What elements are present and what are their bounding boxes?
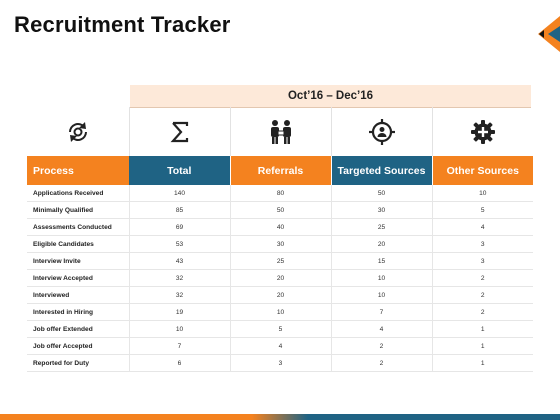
row-value: 3 bbox=[431, 235, 533, 253]
row-value: 1 bbox=[431, 354, 533, 372]
table-row: Job offer Accepted 7 4 2 1 bbox=[27, 337, 533, 355]
row-value: 30 bbox=[330, 201, 432, 219]
row-value: 3 bbox=[431, 252, 533, 270]
table-row: Interview Accepted 32 20 10 2 bbox=[27, 269, 533, 287]
row-label: Interviewed bbox=[27, 286, 129, 304]
row-label: Job offer Accepted bbox=[27, 337, 129, 355]
header-process: Process bbox=[27, 156, 129, 185]
row-label: Interested in Hiring bbox=[27, 303, 129, 321]
icon-row bbox=[27, 107, 533, 156]
row-value: 10 bbox=[229, 303, 331, 321]
row-label: Interview Accepted bbox=[27, 269, 129, 287]
row-label: Minimally Qualified bbox=[27, 201, 129, 219]
row-value: 10 bbox=[330, 269, 432, 287]
row-value: 19 bbox=[128, 303, 230, 321]
row-value: 4 bbox=[229, 337, 331, 355]
row-label: Eligible Candidates bbox=[27, 235, 129, 253]
corner-arrow-icon bbox=[538, 16, 560, 52]
row-value: 2 bbox=[431, 269, 533, 287]
row-value: 25 bbox=[229, 252, 331, 270]
table-row: Minimally Qualified 85 50 30 5 bbox=[27, 201, 533, 219]
header-row: Process Total Referrals Targeted Sources… bbox=[27, 156, 533, 185]
row-value: 2 bbox=[431, 286, 533, 304]
header-targeted-sources: Targeted Sources bbox=[330, 156, 432, 185]
total-icon-cell bbox=[128, 107, 230, 156]
row-value: 25 bbox=[330, 218, 432, 236]
refresh-gear-icon bbox=[68, 121, 87, 142]
row-label: Applications Received bbox=[27, 185, 129, 202]
row-value: 32 bbox=[128, 269, 230, 287]
process-icon-cell bbox=[27, 107, 129, 156]
referrals-icon-cell bbox=[229, 107, 331, 156]
row-value: 10 bbox=[330, 286, 432, 304]
table-row: Interviewed 32 20 10 2 bbox=[27, 286, 533, 304]
targeted-icon-cell bbox=[330, 107, 432, 156]
row-value: 69 bbox=[128, 218, 230, 236]
row-value: 53 bbox=[128, 235, 230, 253]
row-value: 5 bbox=[229, 320, 331, 338]
row-label: Interview Invite bbox=[27, 252, 129, 270]
header-other-sources: Other Sources bbox=[431, 156, 533, 185]
page-title: Recruitment Tracker bbox=[14, 12, 231, 37]
referral-people-icon bbox=[270, 119, 291, 144]
row-value: 20 bbox=[229, 286, 331, 304]
row-label: Job offer Extended bbox=[27, 320, 129, 338]
target-person-icon bbox=[368, 118, 395, 145]
row-value: 5 bbox=[431, 201, 533, 219]
row-value: 85 bbox=[128, 201, 230, 219]
table-row: Applications Received 140 80 50 10 bbox=[27, 185, 533, 202]
header-referrals: Referrals bbox=[229, 156, 331, 185]
table-row: Reported for Duty 6 3 2 1 bbox=[27, 354, 533, 372]
table-row: Assessments Conducted 69 40 25 4 bbox=[27, 218, 533, 236]
row-value: 6 bbox=[128, 354, 230, 372]
row-value: 15 bbox=[330, 252, 432, 270]
tracker-table: Process Total Referrals Targeted Sources… bbox=[27, 107, 533, 372]
gear-plus-icon bbox=[470, 119, 495, 144]
row-value: 3 bbox=[229, 354, 331, 372]
row-value: 20 bbox=[229, 269, 331, 287]
row-value: 7 bbox=[330, 303, 432, 321]
row-value: 140 bbox=[128, 185, 230, 202]
row-value: 40 bbox=[229, 218, 331, 236]
period-header: Oct’16 – Dec’16 bbox=[130, 85, 531, 108]
row-value: 80 bbox=[229, 185, 331, 202]
row-value: 2 bbox=[431, 303, 533, 321]
row-value: 32 bbox=[128, 286, 230, 304]
row-value: 50 bbox=[330, 185, 432, 202]
row-value: 1 bbox=[431, 337, 533, 355]
row-value: 10 bbox=[431, 185, 533, 202]
row-label: Reported for Duty bbox=[27, 354, 129, 372]
table-row: Eligible Candidates 53 30 20 3 bbox=[27, 235, 533, 253]
row-value: 10 bbox=[128, 320, 230, 338]
row-value: 2 bbox=[330, 337, 432, 355]
table-row: Interested in Hiring 19 10 7 2 bbox=[27, 303, 533, 321]
row-value: 20 bbox=[330, 235, 432, 253]
row-value: 1 bbox=[431, 320, 533, 338]
table-row: Job offer Extended 10 5 4 1 bbox=[27, 320, 533, 338]
sigma-icon bbox=[170, 121, 188, 142]
row-label: Assessments Conducted bbox=[27, 218, 129, 236]
table-body: Applications Received 140 80 50 10 Minimally … bbox=[27, 185, 533, 372]
bottom-accent-bar bbox=[0, 414, 560, 420]
header-total: Total bbox=[129, 156, 230, 185]
row-value: 2 bbox=[330, 354, 432, 372]
row-value: 30 bbox=[229, 235, 331, 253]
other-icon-cell bbox=[431, 107, 533, 156]
row-value: 7 bbox=[128, 337, 230, 355]
table-row: Interview Invite 43 25 15 3 bbox=[27, 252, 533, 270]
row-value: 4 bbox=[330, 320, 432, 338]
row-value: 4 bbox=[431, 218, 533, 236]
row-value: 50 bbox=[229, 201, 331, 219]
row-value: 43 bbox=[128, 252, 230, 270]
